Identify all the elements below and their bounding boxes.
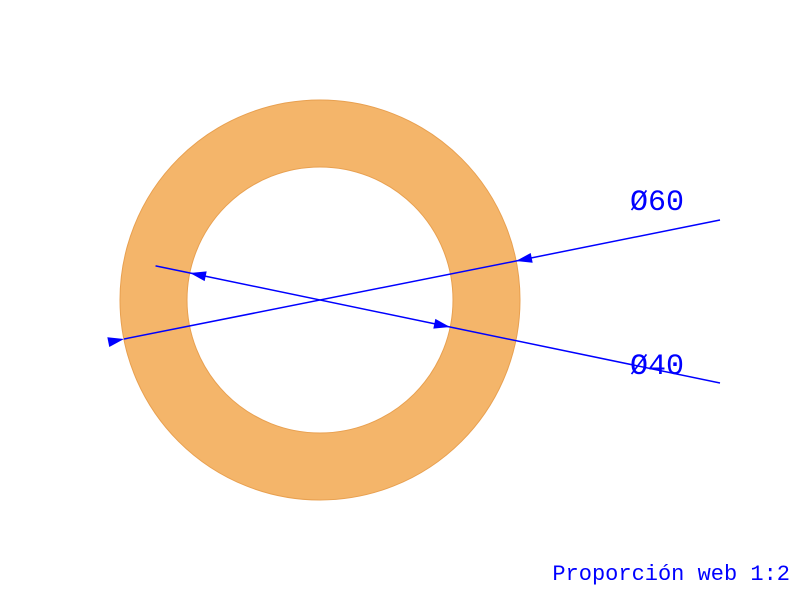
- dimension-label: Ø60: [630, 186, 684, 220]
- scale-caption: Proporción web 1:2: [552, 562, 790, 587]
- dimension-label: Ø40: [630, 350, 684, 384]
